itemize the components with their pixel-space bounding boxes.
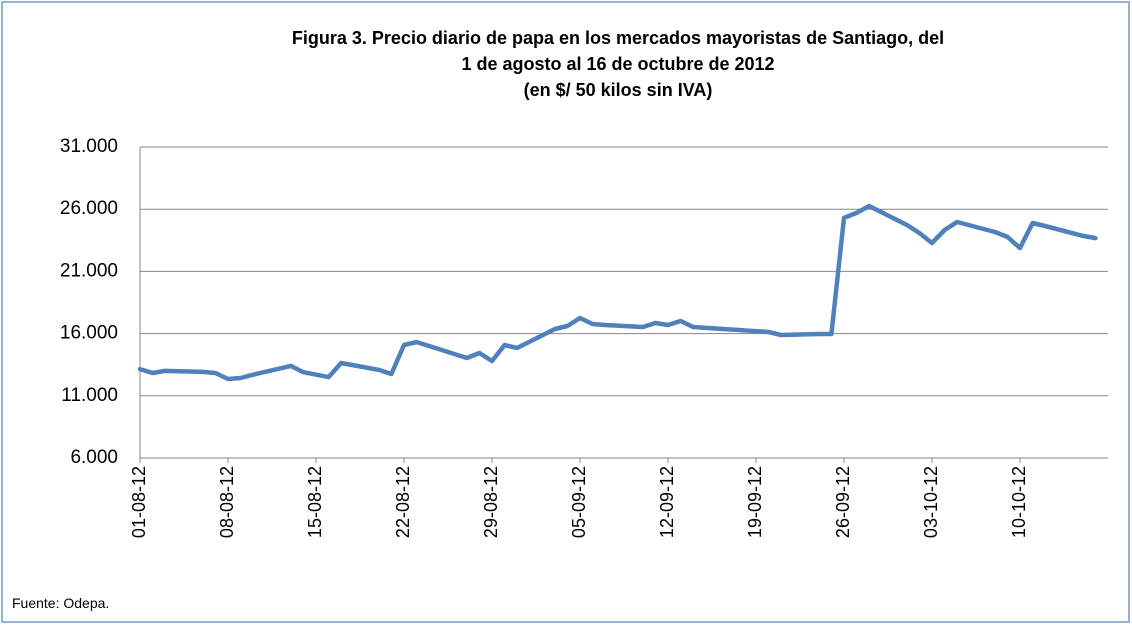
y-tick-label: 21.000 bbox=[60, 260, 118, 281]
x-tick-label: 03-10-12 bbox=[921, 466, 941, 538]
x-tick-label: 19-09-12 bbox=[745, 466, 765, 538]
chart-title: Figura 3. Precio diario de papa en los m… bbox=[292, 28, 944, 48]
chart-title: 1 de agosto al 16 de octubre de 2012 bbox=[461, 54, 774, 74]
x-tick-label: 05-09-12 bbox=[569, 466, 589, 538]
chart-subtitle: (en $/ 50 kilos sin IVA) bbox=[524, 80, 713, 100]
price-line bbox=[137, 203, 1098, 382]
y-tick-label: 6.000 bbox=[70, 447, 118, 468]
y-tick-label: 26.000 bbox=[60, 198, 118, 219]
x-tick-label: 01-08-12 bbox=[129, 466, 149, 538]
source-note: Fuente: Odepa. bbox=[12, 595, 109, 611]
x-tick-label: 10-10-12 bbox=[1009, 466, 1029, 538]
x-tick-label: 12-09-12 bbox=[657, 466, 677, 538]
y-tick-label: 11.000 bbox=[61, 385, 118, 406]
x-tick-label: 26-09-12 bbox=[833, 466, 853, 538]
x-tick-label: 15-08-12 bbox=[305, 466, 325, 538]
y-tick-label: 16.000 bbox=[60, 323, 118, 344]
x-tick-label: 08-08-12 bbox=[217, 466, 237, 538]
y-tick-label: 31.000 bbox=[60, 136, 118, 157]
x-tick-label: 29-08-12 bbox=[481, 466, 501, 538]
x-tick-label: 22-08-12 bbox=[393, 466, 413, 538]
